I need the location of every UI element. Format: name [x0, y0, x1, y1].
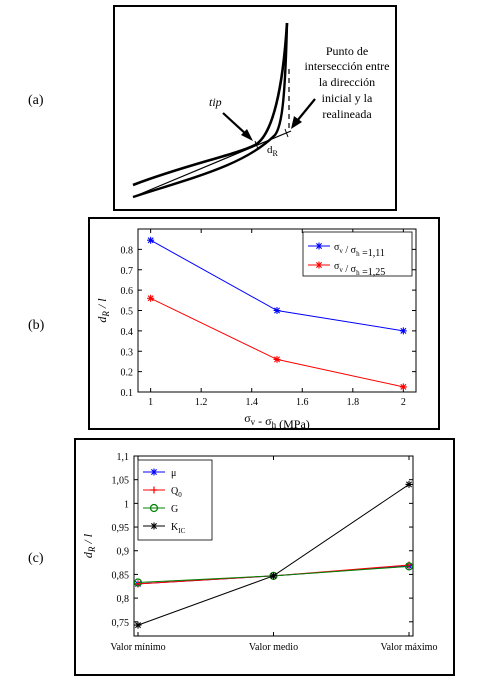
legend-marker-b-0 — [315, 242, 323, 250]
tip-arrow-shaft — [222, 112, 248, 136]
legend-marker-c-0 — [150, 468, 158, 476]
legend-marker-c-3 — [150, 522, 158, 530]
y-tick-label-c-1: 0,8 — [117, 594, 130, 605]
y-tick-label-b-5: 0.6 — [121, 286, 134, 297]
data-point-c-2-0-shape — [133, 578, 143, 587]
x-tick-label-b-0: 1 — [148, 397, 153, 408]
panel-label-b: (b) — [28, 318, 45, 333]
y-tick-label-b-4: 0.5 — [121, 307, 134, 318]
data-point-b-1-0 — [147, 294, 155, 302]
x-axis-label-b: σv - σh (MPa) — [244, 411, 310, 428]
x-tick-label-c-1: Valor medio — [249, 642, 298, 653]
data-point-c-2-2 — [404, 562, 414, 571]
data-point-c-3-0-shape — [134, 621, 142, 629]
initial-direction-line — [132, 130, 292, 198]
data-point-c-3-2 — [405, 480, 413, 488]
data-point-c-2-0 — [133, 578, 143, 587]
data-point-b-0-0-shape — [147, 236, 155, 244]
svg-text:la dirección: la dirección — [319, 75, 375, 89]
legend-marker-c-1 — [150, 486, 158, 494]
legend-marker-b-0-shape — [315, 242, 323, 250]
y-tick-label-b-2: 0.3 — [121, 347, 134, 358]
diagram-panel: tip dR Punto de intersección entre la di… — [113, 5, 397, 211]
x-tick-label-c-0: Valor mínimo — [110, 642, 165, 653]
dr-label: dR — [267, 144, 279, 158]
y-tick-label-c-7: 1,1 — [117, 452, 130, 463]
legend-marker-c-0-shape — [150, 468, 158, 476]
data-point-b-0-2 — [399, 327, 407, 335]
dr-tick-left — [254, 140, 259, 150]
data-point-b-1-1 — [273, 355, 281, 363]
x-tick-label-b-1: 1.2 — [195, 397, 208, 408]
data-point-c-3-1-shape — [270, 572, 277, 580]
data-point-c-3-0 — [134, 621, 142, 629]
tip-label: tip — [209, 95, 222, 109]
data-point-b-0-1 — [273, 307, 281, 314]
x-tick-label-b-3: 1.6 — [296, 397, 309, 408]
intersection-annotation: Punto de intersección entre la dirección… — [305, 44, 390, 121]
data-point-c-3-1 — [270, 572, 277, 580]
y-tick-label-c-2: 0,85 — [112, 570, 130, 581]
data-point-c-3-2-shape — [405, 480, 413, 488]
y-tick-label-b-7: 0.8 — [121, 245, 134, 256]
legend-marker-c-2-shape — [149, 503, 159, 513]
y-tick-label-b-3: 0.4 — [121, 327, 134, 338]
y-tick-label-c-3: 0,9 — [117, 547, 130, 558]
legend-label-c-0: μ — [171, 468, 176, 479]
x-tick-label-c-2: Valor máximo — [381, 642, 438, 653]
panel-label-a: (a) — [28, 93, 44, 108]
svg-text:Punto de: Punto de — [326, 44, 368, 58]
data-point-b-1-1-shape — [273, 355, 281, 363]
legend-marker-c-1-shape — [150, 486, 158, 494]
data-point-b-1-2 — [399, 383, 407, 391]
chart-c: 0,75 0,8 0,85 0,9 0,95 1 1,05 1,1 Valor mínimo Va… — [81, 452, 438, 653]
svg-text:intersección entre: intersección entre — [305, 59, 390, 73]
chart-b: 0.1 0.2 0.3 0.4 0.5 0.6 0.7 0.8 1 1.2 1.4 1.6 1.8 2 σv… — [95, 228, 417, 431]
legend-marker-c-3-shape — [150, 522, 158, 530]
crack-curve-upper — [132, 22, 289, 187]
crack-curve-lower — [132, 22, 289, 199]
chart-b-panel: 0.1 0.2 0.3 0.4 0.5 0.6 0.7 0.8 1 1.2 1.4 1.6 1.8 2 σv… — [88, 217, 440, 431]
panel-label-c: (c) — [28, 551, 44, 566]
y-tick-label-b-6: 0.7 — [121, 266, 134, 277]
data-point-b-1-0-shape — [147, 294, 155, 302]
y-tick-label-c-0: 0,75 — [112, 618, 130, 629]
data-point-b-0-1-shape — [273, 307, 281, 314]
intersection-arrow-shaft — [296, 98, 316, 122]
y-tick-label-c-4: 0,95 — [112, 523, 130, 534]
y-tick-label-b-1: 0.2 — [121, 368, 134, 379]
legend-marker-c-2 — [149, 503, 159, 513]
y-tick-label-c-6: 1,05 — [112, 476, 130, 487]
svg-text:inicial y la: inicial y la — [322, 91, 373, 105]
x-tick-label-b-5: 2 — [401, 397, 406, 408]
dr-tick-right — [284, 128, 289, 138]
legend-box-c — [137, 459, 213, 541]
svg-text:realineada: realineada — [322, 107, 372, 121]
data-point-b-0-2-shape — [399, 327, 407, 335]
y-axis-label-c: dR / l — [81, 533, 97, 558]
data-point-b-0-0 — [147, 236, 155, 244]
data-point-b-1-2-shape — [399, 383, 407, 391]
legend-box-b — [302, 231, 413, 277]
chart-c-panel: 0,75 0,8 0,85 0,9 0,95 1 1,05 1,1 Valor mínimo Va… — [74, 438, 455, 676]
legend-label-b-1: σv / σh =1,25 — [334, 261, 385, 278]
crack-diagram: tip dR Punto de intersección entre la di… — [132, 22, 390, 199]
y-axis-label-b: dR / l — [95, 298, 111, 323]
legend-label-c-3: KIC — [171, 522, 186, 535]
legend-marker-b-1-shape — [315, 261, 323, 269]
legend-label-c-1: Q0 — [171, 486, 182, 499]
data-point-c-2-2-shape — [404, 562, 414, 571]
x-tick-label-b-4: 1.8 — [347, 397, 360, 408]
y-tick-label-c-5: 1 — [124, 499, 129, 510]
legend-label-b-0: σv / σh =1,11 — [334, 242, 385, 259]
legend-marker-b-1 — [315, 261, 323, 269]
legend-label-c-2: G — [171, 504, 178, 515]
intersection-arrow-head — [291, 116, 302, 129]
x-tick-label-b-2: 1.4 — [245, 397, 258, 408]
tip-arrow-head — [241, 129, 253, 141]
y-tick-label-b-0: 0.1 — [121, 388, 134, 399]
